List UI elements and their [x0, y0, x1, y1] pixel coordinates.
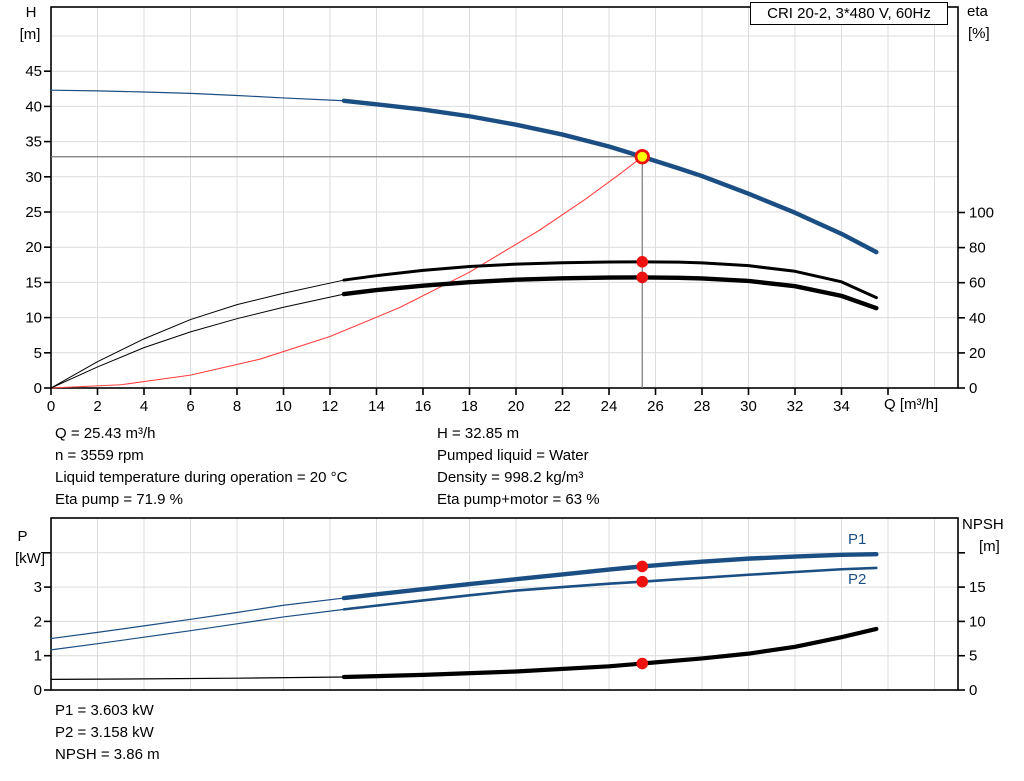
result-line-p1: P1 = 3.603 kW: [55, 702, 154, 719]
x-axis-title-q: Q [m³/h]: [884, 396, 939, 413]
x-tick-label: 12: [322, 398, 339, 415]
y-left-tick-label: 35: [25, 134, 42, 151]
curve-system-curve: [50, 156, 643, 389]
x-tick-label: 32: [787, 398, 804, 415]
x-tick-label: 4: [140, 398, 148, 415]
y-left-tick-label: 10: [25, 310, 42, 327]
curve-p2-thin: [50, 608, 345, 651]
x-tick-label: 20: [508, 398, 525, 415]
result-line-eta-total: Eta pump+motor = 63 %: [437, 491, 600, 508]
y-left-tick-label: 25: [25, 204, 42, 221]
result-line-density: Density = 998.2 kg/m³: [437, 469, 584, 486]
result-line-temp: Liquid temperature during operation = 20…: [55, 469, 348, 486]
curve-pump-curve-h: [341, 98, 879, 255]
curve-pump-curve-h-thin: [50, 89, 345, 102]
y-left-tick-label: 0: [34, 682, 42, 699]
y-left-tick-label: 20: [25, 239, 42, 256]
result-line-h: H = 32.85 m: [437, 425, 520, 442]
x-tick-label: 24: [601, 398, 618, 415]
duty-point-marker[interactable]: [634, 149, 650, 165]
y-axis-title-npsh: NPSH: [962, 516, 1004, 533]
y-left-tick-label: 2: [34, 613, 42, 630]
y-left-tick-label: 1: [34, 648, 42, 665]
curve-label-p2: P2: [848, 571, 867, 588]
y-right-tick-label: 15: [969, 579, 986, 596]
duty-results-right: H = 32.85 m Pumped liquid = Water Densit…: [437, 423, 600, 511]
curve-p1: [341, 551, 879, 601]
curve-p2: [342, 566, 878, 611]
result-line-n: n = 3559 rpm: [55, 447, 144, 464]
y-axis-unit-m-npsh: [m]: [979, 538, 1000, 555]
curve-label-p1: P1: [848, 531, 867, 548]
y-left-tick-label: 45: [25, 63, 42, 80]
x-tick-label: 2: [93, 398, 101, 415]
y-axis-unit-percent: [%]: [968, 25, 990, 42]
x-tick-label: 18: [461, 398, 478, 415]
curve-npsh: [341, 626, 879, 680]
curve-eta-pump-motor: [341, 275, 879, 311]
x-tick-label: 30: [740, 398, 757, 415]
y-left-tick-label: 0: [34, 380, 42, 397]
duty-results-left: Q = 25.43 m³/h n = 3559 rpm Liquid tempe…: [55, 423, 347, 511]
x-tick-label: 0: [47, 398, 55, 415]
x-tick-label: 16: [415, 398, 432, 415]
y-right-tick-label: 20: [969, 345, 986, 362]
y-left-tick-label: 5: [34, 345, 42, 362]
y-right-tick-label: 5: [969, 648, 977, 665]
plot-frame: [50, 517, 959, 691]
x-tick-label: 22: [554, 398, 571, 415]
x-tick-label: 8: [233, 398, 241, 415]
y-right-tick-label: 100: [969, 205, 994, 222]
y-right-tick-label: 40: [969, 310, 986, 327]
result-line-npsh: NPSH = 3.86 m: [55, 746, 160, 763]
curve-eta-pump-thin: [50, 279, 345, 389]
y-right-tick-label: 80: [969, 240, 986, 257]
y-axis-unit-kw: [kW]: [15, 550, 45, 567]
y-right-tick-label: 10: [969, 613, 986, 630]
y-right-tick-label: 0: [969, 682, 977, 699]
operating-point-marker: [636, 560, 649, 573]
result-line-liquid: Pumped liquid = Water: [437, 447, 589, 464]
operating-point-marker: [636, 256, 649, 268]
y-axis-unit-m: [m]: [19, 26, 41, 43]
curve-eta-pump-motor-thin: [50, 293, 345, 389]
y-axis-title-h: H: [25, 4, 37, 21]
x-tick-label: 14: [368, 398, 385, 415]
operating-point-marker: [636, 575, 649, 588]
chart-title-box: CRI 20-2, 3*480 V, 60Hz: [750, 2, 948, 25]
x-tick-label: 10: [275, 398, 292, 415]
y-right-tick-label: 60: [969, 275, 986, 292]
y-axis-title-p: P: [17, 528, 28, 545]
result-line-p2: P2 = 3.158 kW: [55, 724, 154, 741]
x-tick-label: 28: [694, 398, 711, 415]
y-left-tick-label: 15: [25, 274, 42, 291]
curve-eta-pump: [342, 260, 878, 300]
result-line-q: Q = 25.43 m³/h: [55, 425, 156, 442]
y-left-tick-label: 3: [34, 579, 42, 596]
plot-frame: [50, 6, 959, 389]
operating-point-marker: [636, 271, 649, 284]
x-tick-label: 6: [186, 398, 194, 415]
x-tick-label: 34: [833, 398, 850, 415]
chart-title: CRI 20-2, 3*480 V, 60Hz: [767, 5, 931, 22]
power-results: P1 = 3.603 kW P2 = 3.158 kW NPSH = 3.86 …: [55, 700, 160, 766]
y-left-tick-label: 40: [25, 98, 42, 115]
power-npsh-chart[interactable]: 0 1 2 3 0 5 10 15: [34, 517, 986, 699]
result-line-eta-pump: Eta pump = 71.9 %: [55, 491, 183, 508]
y-axis-title-eta: eta: [967, 3, 988, 20]
curve-p1-thin: [50, 597, 345, 640]
y-right-tick-label: 0: [969, 380, 977, 397]
curve-npsh-thin: [50, 676, 345, 680]
y-left-tick-label: 30: [25, 169, 42, 186]
x-tick-label: 26: [647, 398, 664, 415]
operating-point-marker: [636, 657, 649, 670]
